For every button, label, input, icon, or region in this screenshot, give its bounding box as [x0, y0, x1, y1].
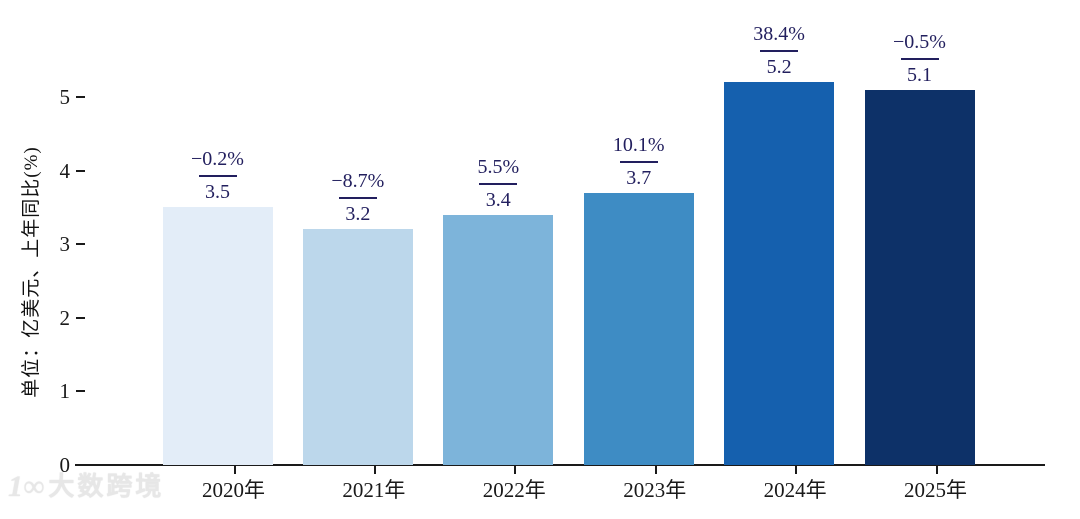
x-category-label: 2024年 [763, 478, 827, 502]
x-category-label: 2021年 [342, 478, 406, 502]
infinity-logo-icon: 1∞ [8, 470, 45, 503]
bar-value-label: 3.4 [485, 188, 511, 211]
bar-annotation: 38.4% 5.2 [724, 14, 834, 78]
y-tick-mark [76, 243, 85, 246]
watermark-text: 大数跨境 [48, 472, 165, 501]
growth-percent-label: 5.5% [477, 155, 520, 178]
annotation-divider [760, 50, 799, 53]
x-axis-line [75, 464, 1045, 466]
x-category-label: 2023年 [623, 478, 687, 502]
y-tick-mark [76, 390, 85, 393]
growth-percent-label: −8.7% [331, 170, 385, 193]
bar-value-label: 3.2 [345, 203, 371, 226]
bar-annotation: 5.5% 3.4 [443, 147, 553, 211]
bar [162, 207, 273, 465]
bar [724, 82, 835, 465]
bar-value-label: 5.2 [766, 56, 792, 79]
growth-percent-label: 10.1% [612, 133, 665, 156]
x-category-label: 2020年 [202, 478, 265, 502]
y-tick-label: 0 [59, 453, 71, 477]
watermark: 1∞ 大数跨境 [8, 472, 164, 502]
x-tick-mark [935, 466, 938, 474]
annotation-divider [198, 175, 237, 178]
bar [864, 89, 975, 465]
y-tick-mark [76, 96, 85, 98]
bar [443, 214, 554, 465]
bar-value-label: 5.1 [907, 63, 932, 86]
bar-value-label: 3.7 [626, 166, 652, 189]
growth-percent-label: −0.5% [893, 30, 946, 53]
y-tick-label: 4 [59, 158, 71, 183]
y-tick-label: 5 [59, 85, 71, 109]
bar [302, 229, 413, 465]
x-category-label: 2022年 [482, 478, 546, 502]
y-tick-label: 2 [59, 305, 71, 330]
bar-annotation: −8.7% 3.2 [303, 161, 413, 225]
x-tick-mark [795, 466, 798, 474]
annotation-divider [900, 57, 939, 60]
bar-annotation: 10.1% 3.7 [584, 125, 694, 189]
bar [583, 192, 694, 465]
annotation-divider [619, 160, 658, 163]
y-tick-mark [76, 316, 85, 319]
x-tick-mark [233, 466, 236, 474]
bar-annotation: −0.5% 5.1 [865, 22, 975, 86]
annotation-divider [338, 197, 377, 200]
bar-value-label: 3.5 [205, 181, 230, 204]
y-tick-label: 3 [59, 232, 71, 257]
growth-percent-label: −0.2% [191, 148, 244, 171]
y-tick-label: 1 [59, 379, 71, 404]
annotation-divider [479, 182, 518, 185]
growth-percent-label: 38.4% [753, 23, 805, 46]
x-tick-mark [514, 466, 517, 474]
x-category-label: 2025年 [904, 478, 967, 502]
x-tick-mark [373, 466, 376, 474]
x-tick-mark [654, 466, 657, 474]
bar-annotation: −0.2% 3.5 [163, 139, 273, 203]
y-tick-mark [76, 169, 85, 172]
